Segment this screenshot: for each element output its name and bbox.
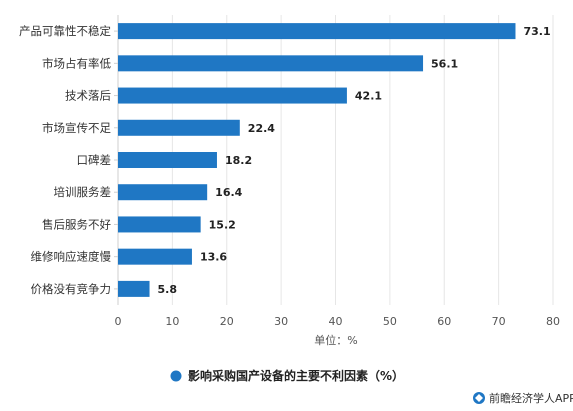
x-tick-label: 80 [546, 315, 560, 328]
legend-marker [170, 370, 182, 382]
bar [118, 216, 201, 233]
value-label: 15.2 [209, 218, 236, 231]
x-tick-label: 60 [437, 315, 451, 328]
value-label: 18.2 [225, 154, 252, 167]
value-label: 22.4 [248, 122, 275, 135]
category-label: 产品可靠性不稳定 [19, 24, 111, 38]
x-tick-label: 30 [274, 315, 288, 328]
bar [118, 152, 217, 168]
category-label: 技术落后 [65, 89, 111, 103]
value-label: 42.1 [355, 90, 382, 103]
x-axis-title: 单位：% [314, 333, 357, 347]
category-label: 市场宣传不足 [42, 121, 111, 135]
bar [118, 280, 150, 297]
bar [118, 55, 424, 72]
legend-label: 影响采购国产设备的主要不利因素（%） [188, 368, 404, 383]
x-tick-labels: 0 10 20 30 40 50 60 70 80 [115, 315, 561, 328]
bar [118, 248, 192, 265]
value-label: 5.8 [158, 283, 178, 296]
category-label: 价格没有竞争力 [31, 282, 112, 296]
qianzhan-logo-icon [473, 392, 485, 404]
source: 前瞻经济学人APP [473, 391, 573, 405]
category-labels: 产品可靠性不稳定市场占有率低技术落后市场宣传不足口碑差培训服务差售后服务不好维修… [19, 24, 118, 296]
bar [118, 23, 516, 40]
legend: 影响采购国产设备的主要不利因素（%） [170, 368, 404, 383]
value-label: 73.1 [523, 25, 550, 38]
source-text: 前瞻经济学人APP [489, 391, 573, 405]
value-label: 16.4 [215, 186, 242, 199]
x-tick-label: 10 [165, 315, 179, 328]
category-label: 维修响应速度慢 [31, 250, 112, 264]
x-tick-label: 20 [220, 315, 234, 328]
category-label: 市场占有率低 [42, 56, 111, 70]
bars [118, 23, 516, 297]
x-tick-label: 50 [383, 315, 397, 328]
category-label: 口碑差 [77, 153, 112, 167]
value-labels: 73.1 56.1 42.1 22.4 18.2 16.4 15.2 13.6 5.8 [158, 25, 551, 296]
category-label: 培训服务差 [54, 185, 112, 199]
value-label: 13.6 [200, 251, 227, 264]
x-tick-label: 0 [115, 315, 122, 328]
bar [118, 119, 240, 136]
bar [118, 87, 347, 104]
bar [118, 184, 208, 201]
category-label: 售后服务不好 [42, 217, 111, 231]
value-label: 56.1 [431, 57, 458, 70]
x-tick-label: 70 [492, 315, 506, 328]
x-tick-label: 40 [329, 315, 343, 328]
